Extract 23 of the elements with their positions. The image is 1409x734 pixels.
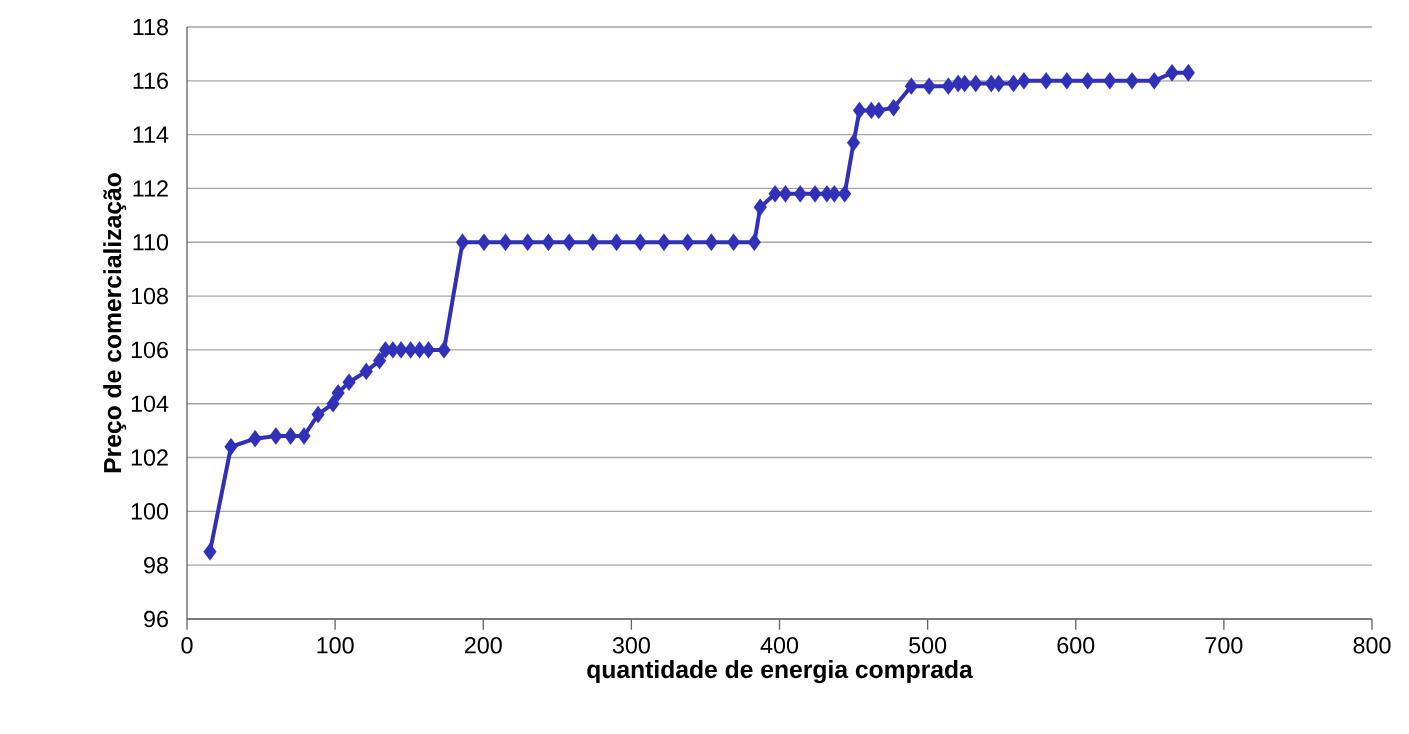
y-tick-label: 110 [133,234,169,251]
y-tick-label: 114 [133,126,169,143]
y-tick-label: 96 [144,610,168,628]
y-tick-label: 106 [131,341,168,359]
y-tick-label: 108 [131,287,168,305]
y-tick-label: 98 [144,556,168,574]
x-tick-label: 600 [1057,637,1095,654]
y-axis-title: Preço de comercialização [103,173,127,473]
y-tick-label: 100 [131,503,169,520]
x-tick-label: 100 [317,637,354,654]
x-tick-label: 800 [1353,637,1391,654]
y-tick-label: 112 [133,180,168,197]
x-tick-label: 700 [1205,637,1243,654]
x-axis-title: quantidade de energia comprada [587,660,973,684]
x-tick-label: 400 [760,637,799,654]
y-tick-label: 118 [133,18,168,36]
y-tick-label: 104 [131,395,169,412]
y-tick-label: 116 [133,72,168,90]
x-tick-label: 500 [909,637,947,654]
x-tick-label: 300 [612,637,650,654]
x-tick-label: 200 [464,637,502,654]
y-tick-label: 102 [131,449,168,466]
x-tick-label: 0 [181,637,193,654]
